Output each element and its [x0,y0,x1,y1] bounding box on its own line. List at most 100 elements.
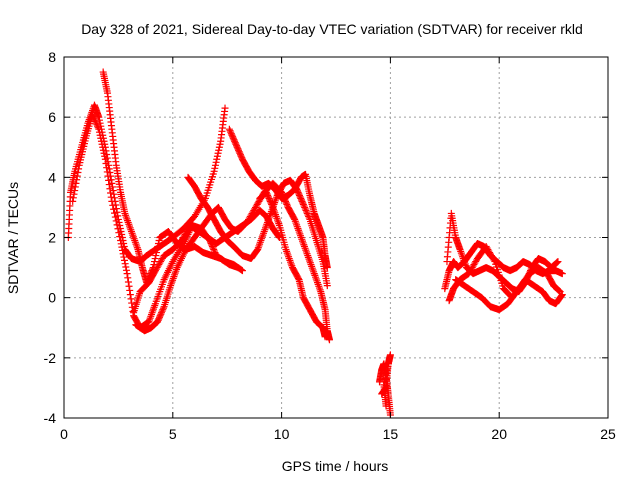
x-tick-label: 20 [491,426,507,442]
data-point-marker [94,124,102,132]
data-point-marker [268,202,276,210]
y-tick-label: -4 [44,410,57,426]
y-axis-label: SDTVAR / TECUs [5,182,21,294]
data-point-marker [304,211,312,219]
data-point-marker [154,243,162,251]
data-point-marker [156,313,164,321]
data-point-marker [75,165,83,173]
data-point-marker [92,118,100,126]
data-point-marker [263,190,271,198]
data-point-marker [94,122,102,130]
data-point-marker [295,191,303,199]
data-point-marker [153,246,161,254]
data-point-marker [98,140,106,148]
data-point-marker [154,316,162,324]
data-point-marker [100,149,108,157]
data-point-marker [215,143,223,151]
data-point-marker [267,199,275,207]
data-point-marker [385,357,393,365]
data-point-marker [126,286,134,294]
data-point-marker [386,351,394,359]
data-point-marker [97,134,105,142]
axis-ticks [63,56,609,419]
data-point-marker [265,194,273,202]
chart-title: Day 328 of 2021, Sidereal Day-to-day VTE… [81,21,583,37]
data-point-marker [111,213,119,221]
data-point-marker [382,369,390,377]
data-point-marker [209,244,217,252]
data-point-marker [117,237,125,245]
data-point-marker [300,202,308,210]
grid-lines [64,57,608,418]
data-point-marker [155,237,163,245]
data-point-marker [95,128,103,136]
data-point-marker [386,354,394,362]
data-point-marker [120,256,128,264]
data-point-marker [266,197,274,205]
data-point-marker [110,194,118,202]
data-point-marker [156,312,164,320]
data-point-marker [221,104,229,112]
data-point-marker [490,256,498,264]
data-point-marker [157,310,165,318]
data-point-marker [555,287,563,295]
data-point-marker [232,140,240,148]
data-point-marker [72,179,80,187]
data-point-marker [122,263,130,271]
data-point-marker [91,116,99,124]
data-point-marker [106,185,114,193]
data-point-marker [114,225,122,233]
data-point-marker [299,200,307,208]
data-point-marker [237,152,245,160]
data-point-marker [213,155,221,163]
data-point-marker [102,159,110,167]
data-point-marker [301,205,309,213]
data-point-marker [107,189,115,197]
data-point-marker [227,128,235,136]
data-point-marker [122,266,130,274]
data-point-marker [384,363,392,371]
data-point-marker [383,366,391,374]
data-point-marker [227,130,235,138]
data-point-marker [117,240,125,248]
data-point-marker [211,161,219,169]
data-point-marker [125,282,133,290]
data-point-marker [71,183,79,191]
data-point-marker [103,168,111,176]
data-point-marker [69,197,77,205]
x-tick-label: 5 [169,426,177,442]
data-point-marker [108,197,116,205]
data-point-marker [73,172,81,180]
series-track-n [452,276,566,314]
data-point-marker [235,148,243,156]
data-point-marker [113,221,121,229]
data-point-marker [290,214,298,222]
data-point-marker [231,139,239,147]
data-point-marker [112,217,120,225]
data-point-marker [159,306,167,314]
y-tick-label: 4 [48,169,56,185]
data-point-marker [266,196,274,204]
data-point-marker [215,146,223,154]
data-point-marker [99,143,107,151]
data-point-marker [305,214,313,222]
data-point-marker [93,121,101,129]
data-point-marker [236,149,244,157]
x-tick-label: 15 [383,426,399,442]
data-point-marker [213,152,221,160]
data-point-marker [152,249,160,257]
tick-labels: 0 5 10 15 20 25 -4 -2 0 2 4 6 8 [44,49,616,442]
data-point-marker [92,119,100,127]
data-point-marker [553,259,561,267]
data-point-marker [151,255,159,263]
data-point-marker [151,258,159,266]
data-point-marker [159,304,167,312]
data-point-marker [558,292,566,300]
data-point-marker [235,146,243,154]
data-point-marker [233,142,241,150]
data-point-marker [101,155,109,163]
data-point-marker [321,333,329,341]
data-point-marker [119,250,127,258]
data-point-marker [226,127,234,135]
data-point-marker [154,240,162,248]
